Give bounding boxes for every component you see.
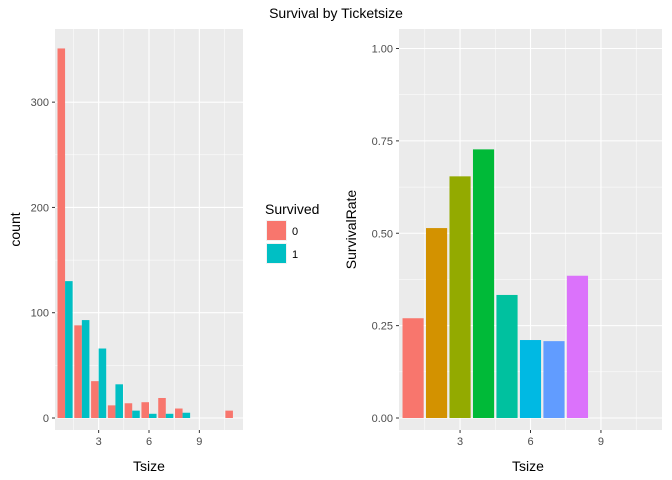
survival-rate-chart: 0.00 0.25 0.50 0.75 1.00 3 6 9 Tsize SurvivalR… [343, 2, 662, 474]
y-tick-label: 200 [31, 202, 49, 214]
rate-y-axis-title: SurvivalRate [343, 190, 359, 270]
x-tick-label: 9 [598, 436, 604, 448]
count-y-axis-title: count [7, 212, 23, 246]
rate-bar-tsize-7 [543, 341, 565, 418]
count-bar-survived-0 [107, 405, 116, 418]
x-tick-label: 3 [457, 436, 463, 448]
count-bar-survived-1 [182, 412, 191, 418]
legend-key-1 [267, 244, 286, 263]
count-bar-survived-0 [158, 397, 166, 418]
count-bar-survived-1 [149, 413, 157, 418]
rate-bar-tsize-3 [449, 176, 471, 418]
y-tick-label: 0 [43, 413, 49, 425]
count-bar-survived-0 [124, 403, 133, 418]
legend-title: Survived [265, 201, 319, 217]
y-tick-label: 0.25 [372, 321, 393, 333]
rate-bar-tsize-1 [402, 318, 424, 418]
count-bar-survived-1 [165, 413, 174, 418]
y-tick-label: 300 [31, 97, 49, 109]
rate-bar-tsize-5 [496, 294, 518, 418]
count-x-tick-labels: 3 6 9 [96, 430, 202, 448]
legend-label-1: 1 [292, 249, 298, 261]
y-tick-label: 0.00 [372, 413, 393, 425]
count-bar-survived-0 [175, 408, 183, 418]
count-bar-survived-1 [65, 281, 73, 418]
y-tick-label: 100 [31, 308, 49, 320]
legend-entries: 01 [266, 220, 298, 264]
count-bar-survived-1 [115, 384, 123, 418]
rate-bar-tsize-6 [519, 340, 542, 418]
legend-label-0: 0 [292, 226, 298, 238]
x-tick-label: 9 [196, 436, 202, 448]
count-bar-survived-0 [141, 402, 149, 418]
rate-bar-tsize-2 [426, 228, 448, 418]
rate-bar-tsize-8 [566, 275, 589, 418]
x-tick-label: 3 [96, 436, 102, 448]
rate-y-tick-labels: 0.00 0.25 0.50 0.75 1.00 [372, 44, 399, 425]
rate-bars [402, 149, 589, 418]
count-bar-survived-0 [225, 410, 233, 418]
rate-x-axis-title: Tsize [512, 458, 544, 474]
count-bar-survived-0 [91, 381, 99, 418]
legend-key-0 [267, 221, 286, 240]
y-tick-label: 0.75 [372, 136, 393, 148]
figure-title: Survival by Ticketsize [269, 5, 403, 21]
count-bars [57, 48, 233, 418]
count-bar-survived-0 [57, 48, 66, 418]
count-x-axis-title: Tsize [133, 458, 165, 474]
rate-bar-tsize-4 [472, 149, 495, 418]
count-bar-survived-1 [81, 320, 90, 418]
count-y-tick-labels: 0 100 200 300 [31, 97, 55, 425]
x-tick-label: 6 [527, 436, 533, 448]
count-chart: 0 100 200 300 3 6 9 Tsize count [7, 29, 243, 474]
rate-x-tick-labels: 3 6 9 [457, 430, 604, 448]
survived-legend: Survived 01 [265, 201, 319, 264]
count-bar-survived-1 [98, 348, 107, 418]
x-tick-label: 6 [146, 436, 152, 448]
y-tick-label: 1.00 [372, 44, 393, 56]
y-tick-label: 0.50 [372, 228, 393, 240]
count-bar-survived-0 [74, 325, 82, 418]
count-bar-survived-1 [132, 410, 140, 418]
